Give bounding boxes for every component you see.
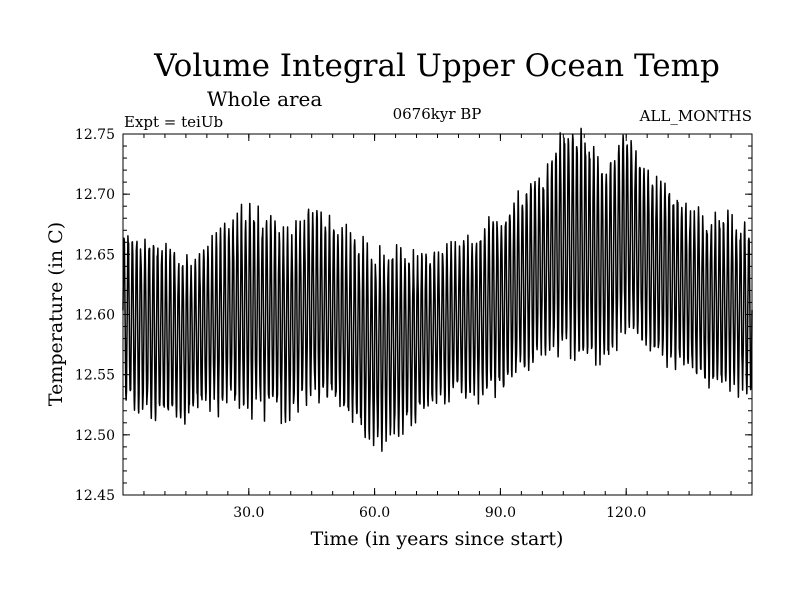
x-tick-label: 90.0 bbox=[485, 505, 516, 521]
plot-frame bbox=[122, 133, 753, 496]
x-tick-label: 120.0 bbox=[606, 505, 646, 521]
temperature-series-line bbox=[122, 127, 753, 452]
y-tick-label: 12.75 bbox=[75, 127, 115, 143]
y-axis-label: Temperature (in C) bbox=[45, 222, 67, 406]
y-tick-label: 12.55 bbox=[75, 368, 115, 384]
chart-subtitle: Whole area bbox=[207, 87, 322, 111]
months-label: ALL_MONTHS bbox=[639, 107, 752, 125]
x-tick-label: 30.0 bbox=[233, 505, 264, 521]
y-tick-label: 12.50 bbox=[75, 428, 115, 444]
chart-title: Volume Integral Upper Ocean Temp bbox=[153, 48, 720, 84]
tick-labels: 12.45 12.50 12.55 12.60 12.65 12.70 12.75 30.0 6… bbox=[75, 127, 646, 521]
y-tick-label: 12.60 bbox=[75, 308, 115, 324]
x-axis-label: Time (in years since start) bbox=[311, 528, 564, 550]
x-tick-label: 60.0 bbox=[359, 505, 390, 521]
y-tick-label: 12.70 bbox=[75, 187, 115, 203]
y-tick-label: 12.65 bbox=[75, 247, 115, 263]
period-label: 0676kyr BP bbox=[393, 105, 482, 123]
y-tick-label: 12.45 bbox=[75, 488, 115, 504]
experiment-label: Expt = teiUb bbox=[124, 113, 223, 131]
